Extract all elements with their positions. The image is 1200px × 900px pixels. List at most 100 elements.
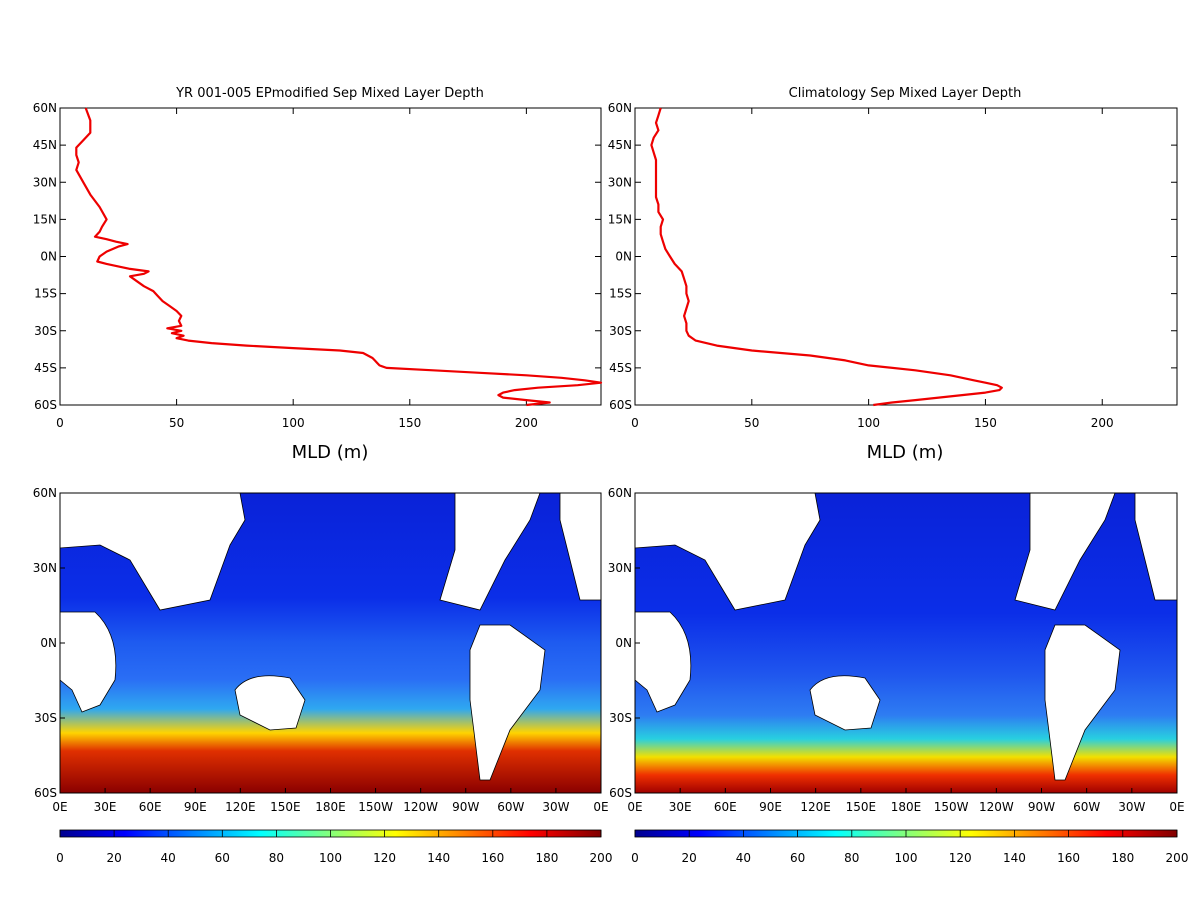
x-tick-label: 200 (515, 416, 538, 430)
y-tick-label: 30N (608, 175, 632, 189)
colorbar-label: 200 (1166, 851, 1189, 865)
colorbar-label: 140 (427, 851, 450, 865)
x-tick-label: 50 (744, 416, 759, 430)
x-tick-label: 150W (934, 800, 969, 814)
colorbar-label: 60 (790, 851, 805, 865)
colorbar-label: 100 (895, 851, 918, 865)
plot-title: Climatology Sep Mixed Layer Depth (789, 86, 1022, 101)
africa-land (59, 611, 117, 713)
y-tick-label: 15N (33, 212, 57, 226)
colorbar: 0 20 40 60 80 100 120 140 160 180 200 (631, 829, 1189, 865)
australia-land (809, 675, 881, 731)
x-tick-label: 30W (1118, 800, 1145, 814)
y-tick-label: 15N (608, 212, 632, 226)
north-america-land (439, 492, 541, 611)
x-tick-label: 120E (225, 800, 256, 814)
colorbar-label: 200 (590, 851, 613, 865)
south-america-land (1044, 624, 1121, 781)
colorbar: 0 20 40 60 80 100 120 140 160 180 200 (56, 829, 613, 865)
colorbar-label: 20 (106, 851, 121, 865)
x-tick-label: 60E (714, 800, 737, 814)
y-ticks: 60N 45N 30N 15N 0N 15S 30S 45S 60S (608, 101, 1177, 412)
x-tick-label: 0 (631, 416, 639, 430)
x-tick-label: 150 (974, 416, 997, 430)
x-tick-label: 180E (891, 800, 922, 814)
colorbar-label: 100 (319, 851, 342, 865)
colorbar-label: 160 (1057, 851, 1080, 865)
y-tick-label: 30S (609, 711, 632, 725)
x-axis-label: MLD (m) (867, 442, 944, 463)
colorbar-label: 120 (373, 851, 396, 865)
y-tick-label: 60N (33, 486, 57, 500)
colorbar-label: 0 (56, 851, 64, 865)
y-tick-label: 0N (615, 636, 632, 650)
y-tick-label: 45N (608, 138, 632, 152)
x-tick-label: 150E (846, 800, 877, 814)
x-tick-label: 90W (452, 800, 479, 814)
y-tick-label: 60N (608, 486, 632, 500)
x-tick-label: 0E (627, 800, 642, 814)
x-tick-label: 100 (282, 416, 305, 430)
x-tick-label: 60W (1073, 800, 1100, 814)
x-tick-label: 50 (169, 416, 184, 430)
africa-land (634, 611, 692, 713)
y-ticks: 60N 30N 0N 30S 60S (608, 486, 640, 800)
plot-title: YR 001-005 EPmodified Sep Mixed Layer De… (175, 86, 484, 101)
y-tick-label: 60S (34, 786, 57, 800)
australia-land (234, 675, 306, 731)
y-tick-label: 15S (34, 287, 57, 301)
x-tick-label: 200 (1091, 416, 1114, 430)
y-tick-label: 45S (34, 361, 57, 375)
y-tick-label: 30S (609, 324, 632, 338)
colorbar-label: 40 (161, 851, 176, 865)
x-tick-label: 100 (857, 416, 880, 430)
x-tick-label: 60E (139, 800, 162, 814)
eurasia-land (634, 492, 821, 611)
colorbar-label: 120 (949, 851, 972, 865)
y-ticks: 60N 45N 30N 15N 0N 15S 30S 45S 60S (33, 101, 601, 412)
y-tick-label: 0N (40, 250, 57, 264)
y-tick-label: 15S (609, 287, 632, 301)
eurasia-land (59, 492, 246, 611)
colorbar-label: 20 (682, 851, 697, 865)
y-tick-label: 60S (609, 398, 632, 412)
y-tick-label: 30N (33, 175, 57, 189)
map-right: 60N 30N 0N 30S 60S 0E 30E 60E 90E 120E 150E 180E 15… (608, 486, 1189, 865)
x-tick-label: 60W (497, 800, 524, 814)
plot-frame (634, 107, 1178, 406)
colorbar-label: 60 (215, 851, 230, 865)
colorbar-label: 160 (481, 851, 504, 865)
x-tick-label: 0 (56, 416, 64, 430)
x-ticks: 0E 30E 60E 90E 120E 150E 180E 150W 120W 90W 60W 30W… (52, 788, 609, 814)
x-ticks: 0 50 100 150 200 (631, 108, 1114, 430)
x-tick-label: 90E (759, 800, 782, 814)
x-tick-label: 120W (979, 800, 1014, 814)
y-tick-label: 60N (33, 101, 57, 115)
x-ticks: 0E 30E 60E 90E 120E 150E 180E 150W 120W 90W 60W 30W… (627, 788, 1185, 814)
x-tick-label: 30E (669, 800, 692, 814)
y-tick-label: 30N (608, 561, 632, 575)
mld-profile-line (75, 107, 603, 407)
y-tick-label: 60S (34, 398, 57, 412)
north-america-land (1014, 492, 1116, 611)
x-axis-label: MLD (m) (292, 442, 369, 463)
x-tick-label: 90E (184, 800, 207, 814)
y-tick-label: 30S (34, 711, 57, 725)
y-ticks: 60N 30N 0N 30S 60S (33, 486, 65, 800)
x-tick-label: 30E (94, 800, 117, 814)
colorbar-label: 80 (269, 851, 284, 865)
y-tick-label: 30S (34, 324, 57, 338)
y-tick-label: 0N (615, 250, 632, 264)
x-tick-label: 0E (52, 800, 67, 814)
line-plot-right: Climatology Sep Mixed Layer Depth 60N 45N… (608, 86, 1178, 463)
colorbar-label: 0 (631, 851, 639, 865)
x-tick-label: 180E (315, 800, 346, 814)
x-tick-label: 150E (270, 800, 301, 814)
mld-profile-line (650, 107, 1003, 407)
y-tick-label: 60S (609, 786, 632, 800)
x-tick-label: 150W (358, 800, 393, 814)
y-tick-label: 45N (33, 138, 57, 152)
x-ticks: 0 50 100 150 200 (56, 108, 538, 430)
plot-frame (59, 107, 602, 406)
